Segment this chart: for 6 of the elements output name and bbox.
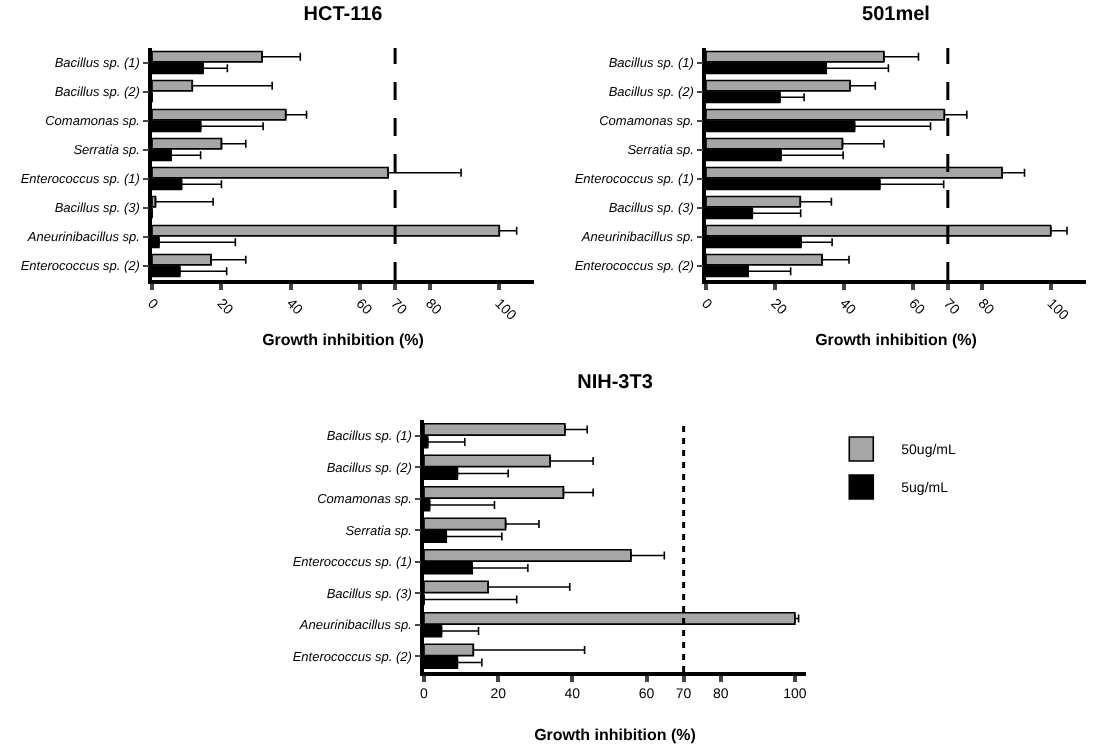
chart-title: HCT-116 (303, 3, 384, 26)
chart-title: 501mel (862, 3, 931, 26)
x-axis-title: Growth inhibition (%) (262, 330, 425, 349)
chart-title: NIH-3T3 (577, 371, 654, 394)
x-axis-title: Growth inhibition (%) (534, 725, 697, 744)
x-axis-title: Growth inhibition (%) (815, 330, 978, 349)
